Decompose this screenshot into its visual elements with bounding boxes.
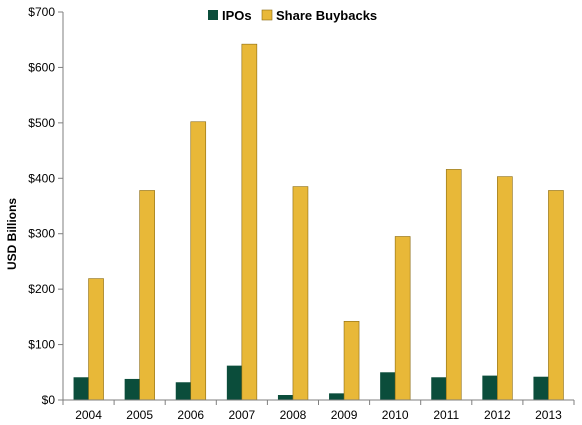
x-tick-label: 2004 (75, 408, 102, 422)
x-tick-label: 2007 (228, 408, 255, 422)
bar-share-buybacks-2005 (139, 190, 155, 401)
x-tick-label: 2013 (535, 408, 562, 422)
x-axis: 2004 2005 2006 2007 2008 2009 2010 2011 2012 2013 (62, 399, 575, 422)
bar-ipos-2006 (175, 382, 191, 400)
x-tick-label: 2008 (280, 408, 307, 422)
bar-share-buybacks-2012 (497, 176, 513, 401)
y-tick-label: $200 (28, 282, 55, 296)
bars (73, 43, 564, 401)
legend-label-share-buybacks: Share Buybacks (276, 8, 377, 23)
bar-ipos-2008 (277, 395, 293, 400)
bar-ipos-2010 (380, 372, 396, 400)
y-tick-label: $0 (42, 393, 56, 407)
x-tick-label: 2012 (484, 408, 511, 422)
y-tick-label: $100 (28, 338, 55, 352)
bar-share-buybacks-2006 (190, 121, 207, 401)
bar-share-buybacks-2008 (292, 186, 309, 401)
x-tick-label: 2005 (126, 408, 153, 422)
y-tick-label: $400 (28, 171, 55, 185)
legend-swatch-share-buybacks (261, 9, 273, 21)
bar-ipos-2012 (482, 375, 498, 400)
x-tick-label: 2009 (331, 408, 358, 422)
bar-ipos-2013 (533, 376, 549, 400)
bar-share-buybacks-2009 (343, 320, 360, 401)
bar-share-buybacks-2010 (394, 236, 411, 401)
bar-ipos-2009 (329, 393, 345, 400)
legend: IPOs Share Buybacks (208, 8, 377, 23)
x-tick-label: 2006 (177, 408, 204, 422)
bar-ipos-2005 (124, 378, 140, 400)
y-tick-label: $700 (28, 5, 55, 19)
y-tick-label: $300 (28, 227, 55, 241)
bar-ipos-2007 (226, 365, 242, 400)
y-tick-label: $600 (28, 60, 55, 74)
bar-share-buybacks-2007 (241, 43, 258, 401)
legend-label-ipos: IPOs (222, 8, 252, 23)
legend-swatch-ipos (208, 10, 218, 20)
x-tick-label: 2010 (382, 408, 409, 422)
y-axis-title: USD Billions (5, 198, 19, 270)
y-axis: $0 $100 $200 $300 $400 $500 $600 $700 (28, 5, 64, 407)
x-tick-label: 2011 (433, 408, 459, 422)
bar-ipos-2011 (431, 377, 447, 400)
y-tick-label: $500 (28, 116, 55, 130)
bar-ipos-2004 (73, 377, 89, 400)
bar-share-buybacks-2013 (548, 190, 564, 401)
bar-share-buybacks-2004 (88, 278, 104, 401)
bar-share-buybacks-2011 (445, 169, 462, 401)
